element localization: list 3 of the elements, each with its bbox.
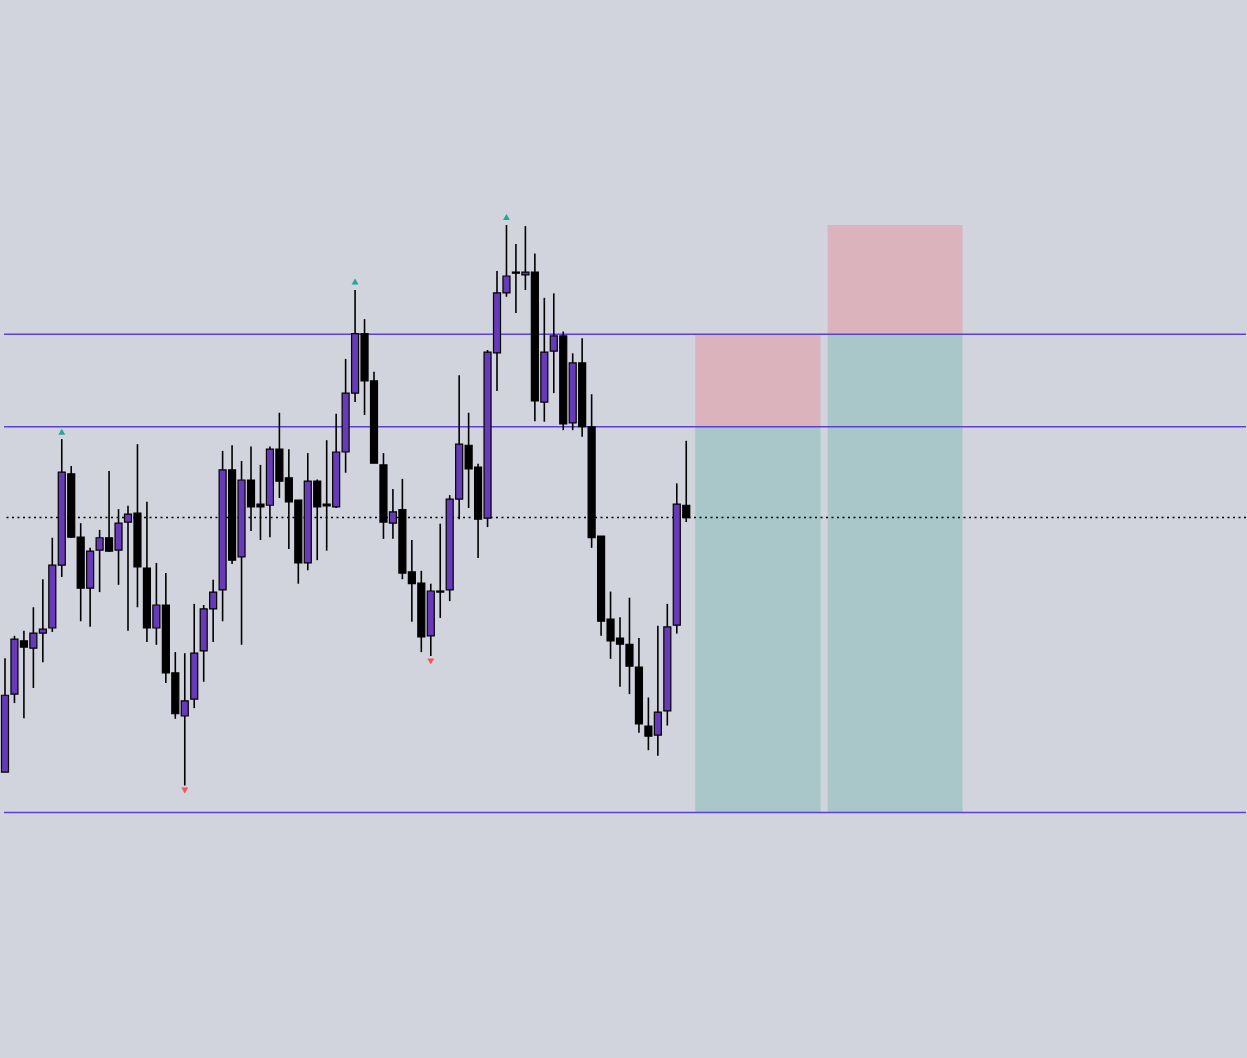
point xyxy=(351,278,359,285)
point xyxy=(58,428,66,435)
candlestick xyxy=(180,652,189,787)
